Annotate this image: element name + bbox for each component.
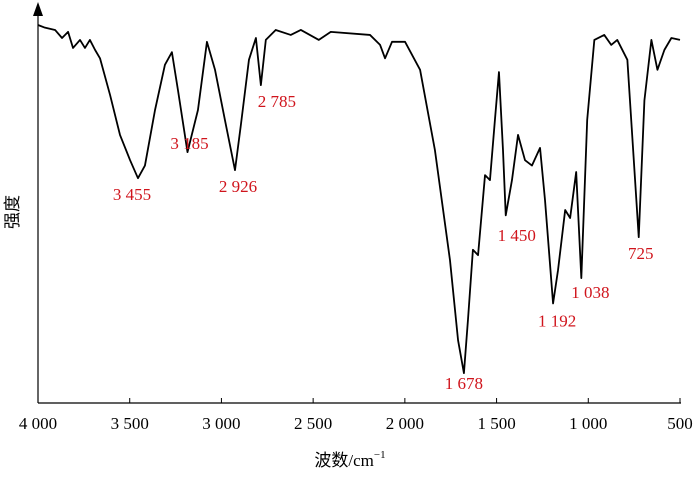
x-tick-label: 4 000 bbox=[19, 414, 57, 433]
peak-label: 725 bbox=[628, 244, 654, 263]
x-tick-label: 1 500 bbox=[477, 414, 515, 433]
x-tick-label: 2 500 bbox=[294, 414, 332, 433]
x-tick-label: 2 000 bbox=[386, 414, 424, 433]
x-tick-label: 500 bbox=[667, 414, 693, 433]
peak-label: 1 192 bbox=[538, 311, 576, 330]
peak-label: 3 455 bbox=[113, 185, 151, 204]
peak-label: 2 785 bbox=[258, 92, 296, 111]
y-axis-label: 强度 bbox=[3, 195, 22, 229]
x-tick-label: 1 000 bbox=[569, 414, 607, 433]
peak-label: 1 450 bbox=[498, 226, 536, 245]
x-axis-label: 波数/cm−1 bbox=[314, 449, 385, 470]
peak-label: 2 926 bbox=[219, 177, 257, 196]
x-tick-label: 3 500 bbox=[111, 414, 149, 433]
peak-label: 1 038 bbox=[571, 283, 609, 302]
peak-label: 1 678 bbox=[445, 374, 483, 393]
peak-label: 3 185 bbox=[170, 134, 208, 153]
x-axis-label-power: −1 bbox=[374, 449, 386, 461]
x-axis-label-text: 波数/cm bbox=[314, 451, 374, 470]
spectrum-line bbox=[37, 24, 681, 375]
x-tick-label: 3 000 bbox=[202, 414, 240, 433]
y-axis-arrow bbox=[33, 2, 43, 16]
